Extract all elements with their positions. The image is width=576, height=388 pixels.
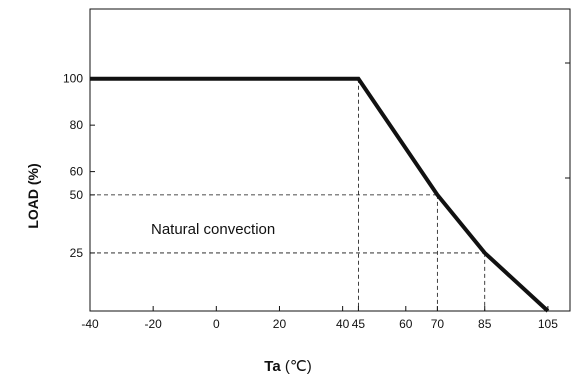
plot-frame [89,8,571,312]
guide-lines [90,78,486,311]
y-tick-label-3: 50 [70,188,84,202]
x-tick-label-4: 40 [336,317,350,331]
x-axis-label-text: Ta [264,358,281,375]
x-tick-label-3: 20 [273,317,287,331]
series-line-0 [90,76,550,313]
y-tick-label-4: 25 [70,246,84,260]
y-axis-label: LOAD (%) [25,163,41,228]
annotation-natural-convection: Natural convection [151,221,275,238]
plot-frame-group [89,8,571,312]
x-axis-label: Ta (℃) [0,357,576,375]
series-group [90,76,550,313]
x-ticks: -40 -20 0 20 40 45 60 70 85 105 [81,306,558,331]
y-tick-label-2: 60 [70,165,84,179]
x-tick-label-2: 0 [213,317,220,331]
x-tick-label-9: 105 [538,317,558,331]
x-tick-label-6: 60 [399,317,413,331]
x-tick-label-0: -40 [81,317,99,331]
y-ticks: 100 80 60 50 25 [63,72,95,260]
x-axis-label-unit: (℃) [284,358,312,375]
x-tick-label-1: -20 [144,317,162,331]
x-tick-label-7: 70 [431,317,445,331]
y-tick-label-1: 80 [70,118,84,132]
x-tick-label-5: 45 [352,317,366,331]
x-tick-label-8: 85 [478,317,492,331]
y-tick-label-0: 100 [63,72,83,86]
